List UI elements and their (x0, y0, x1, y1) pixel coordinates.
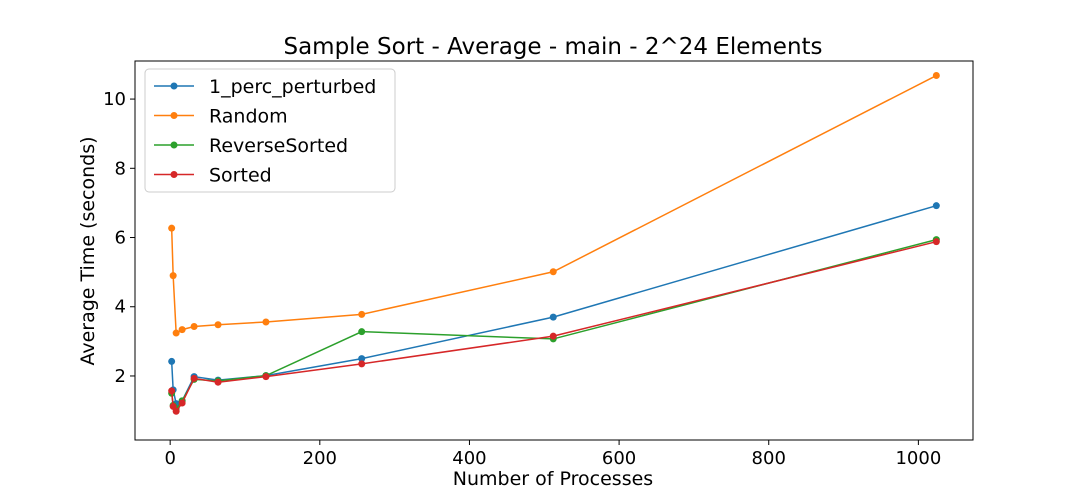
legend-label: ReverseSorted (209, 135, 348, 157)
legend: 1_perc_perturbed Random ReverseSorted Sorte… (144, 68, 396, 193)
legend-box (144, 68, 396, 193)
series-line-1-perc-perturbed (170, 204, 937, 405)
plot-area (134, 60, 974, 441)
data-point (214, 321, 222, 329)
x-tick-label: 600 (602, 448, 636, 469)
x-axis-label: Number of Processes (453, 468, 653, 490)
legend-label: 1_perc_perturbed (209, 76, 376, 98)
data-point (262, 373, 270, 381)
y-tick-label: 4 (115, 297, 126, 318)
legend-item: Sorted (154, 165, 272, 187)
y-tick-label: 2 (115, 366, 126, 387)
series-1-perc-perturbed (168, 202, 940, 408)
data-point (358, 355, 366, 363)
series-reversesorted (168, 236, 940, 413)
legend-swatch-marker (170, 82, 178, 90)
data-point (168, 224, 176, 232)
series-line-reversesorted (170, 238, 937, 411)
x-tick-label: 200 (303, 448, 337, 469)
data-point (190, 374, 198, 382)
legend-label: Sorted (209, 165, 272, 187)
data-point (214, 378, 222, 386)
x-axis: 0 200 400 600 800 1000 (164, 440, 941, 469)
legend-swatch-marker (170, 112, 178, 119)
data-point (190, 322, 198, 330)
data-point (172, 407, 180, 415)
y-tick-label: 8 (115, 158, 126, 179)
x-tick-label: 0 (164, 448, 175, 469)
data-point (549, 332, 557, 340)
data-point (168, 387, 176, 395)
data-point (262, 318, 270, 326)
y-tick-label: 10 (103, 89, 126, 110)
x-tick-label: 400 (452, 448, 486, 469)
series-line-sorted (170, 240, 937, 413)
x-tick-label: 800 (752, 448, 786, 469)
series-layer (168, 72, 940, 415)
data-point (168, 357, 176, 365)
data-point (358, 310, 366, 318)
data-point (178, 399, 186, 407)
legend-item: Random (154, 106, 288, 128)
chart-title: Sample Sort - Average - main - 2^24 Elem… (283, 34, 822, 60)
y-tick-label: 6 (115, 228, 126, 249)
data-point (932, 238, 940, 246)
data-point (549, 268, 557, 276)
data-point (358, 360, 366, 368)
data-point (169, 272, 177, 280)
data-point (549, 313, 557, 321)
series-sorted (168, 238, 940, 415)
legend-swatch-marker (170, 141, 178, 149)
x-tick-label: 1000 (895, 448, 941, 469)
data-point (932, 72, 940, 80)
series-random (168, 72, 940, 337)
data-point (358, 328, 366, 336)
data-point (172, 329, 180, 337)
legend-swatch-marker (170, 171, 178, 178)
y-axis-label: Average Time (seconds) (77, 136, 99, 365)
y-axis: 2 4 6 8 10 (103, 89, 135, 387)
legend-label: Random (209, 106, 288, 128)
legend-item: ReverseSorted (154, 135, 348, 157)
data-point (178, 326, 186, 334)
data-point (932, 202, 940, 210)
series-line-random (170, 74, 937, 335)
legend-item: 1_perc_perturbed (154, 76, 376, 98)
